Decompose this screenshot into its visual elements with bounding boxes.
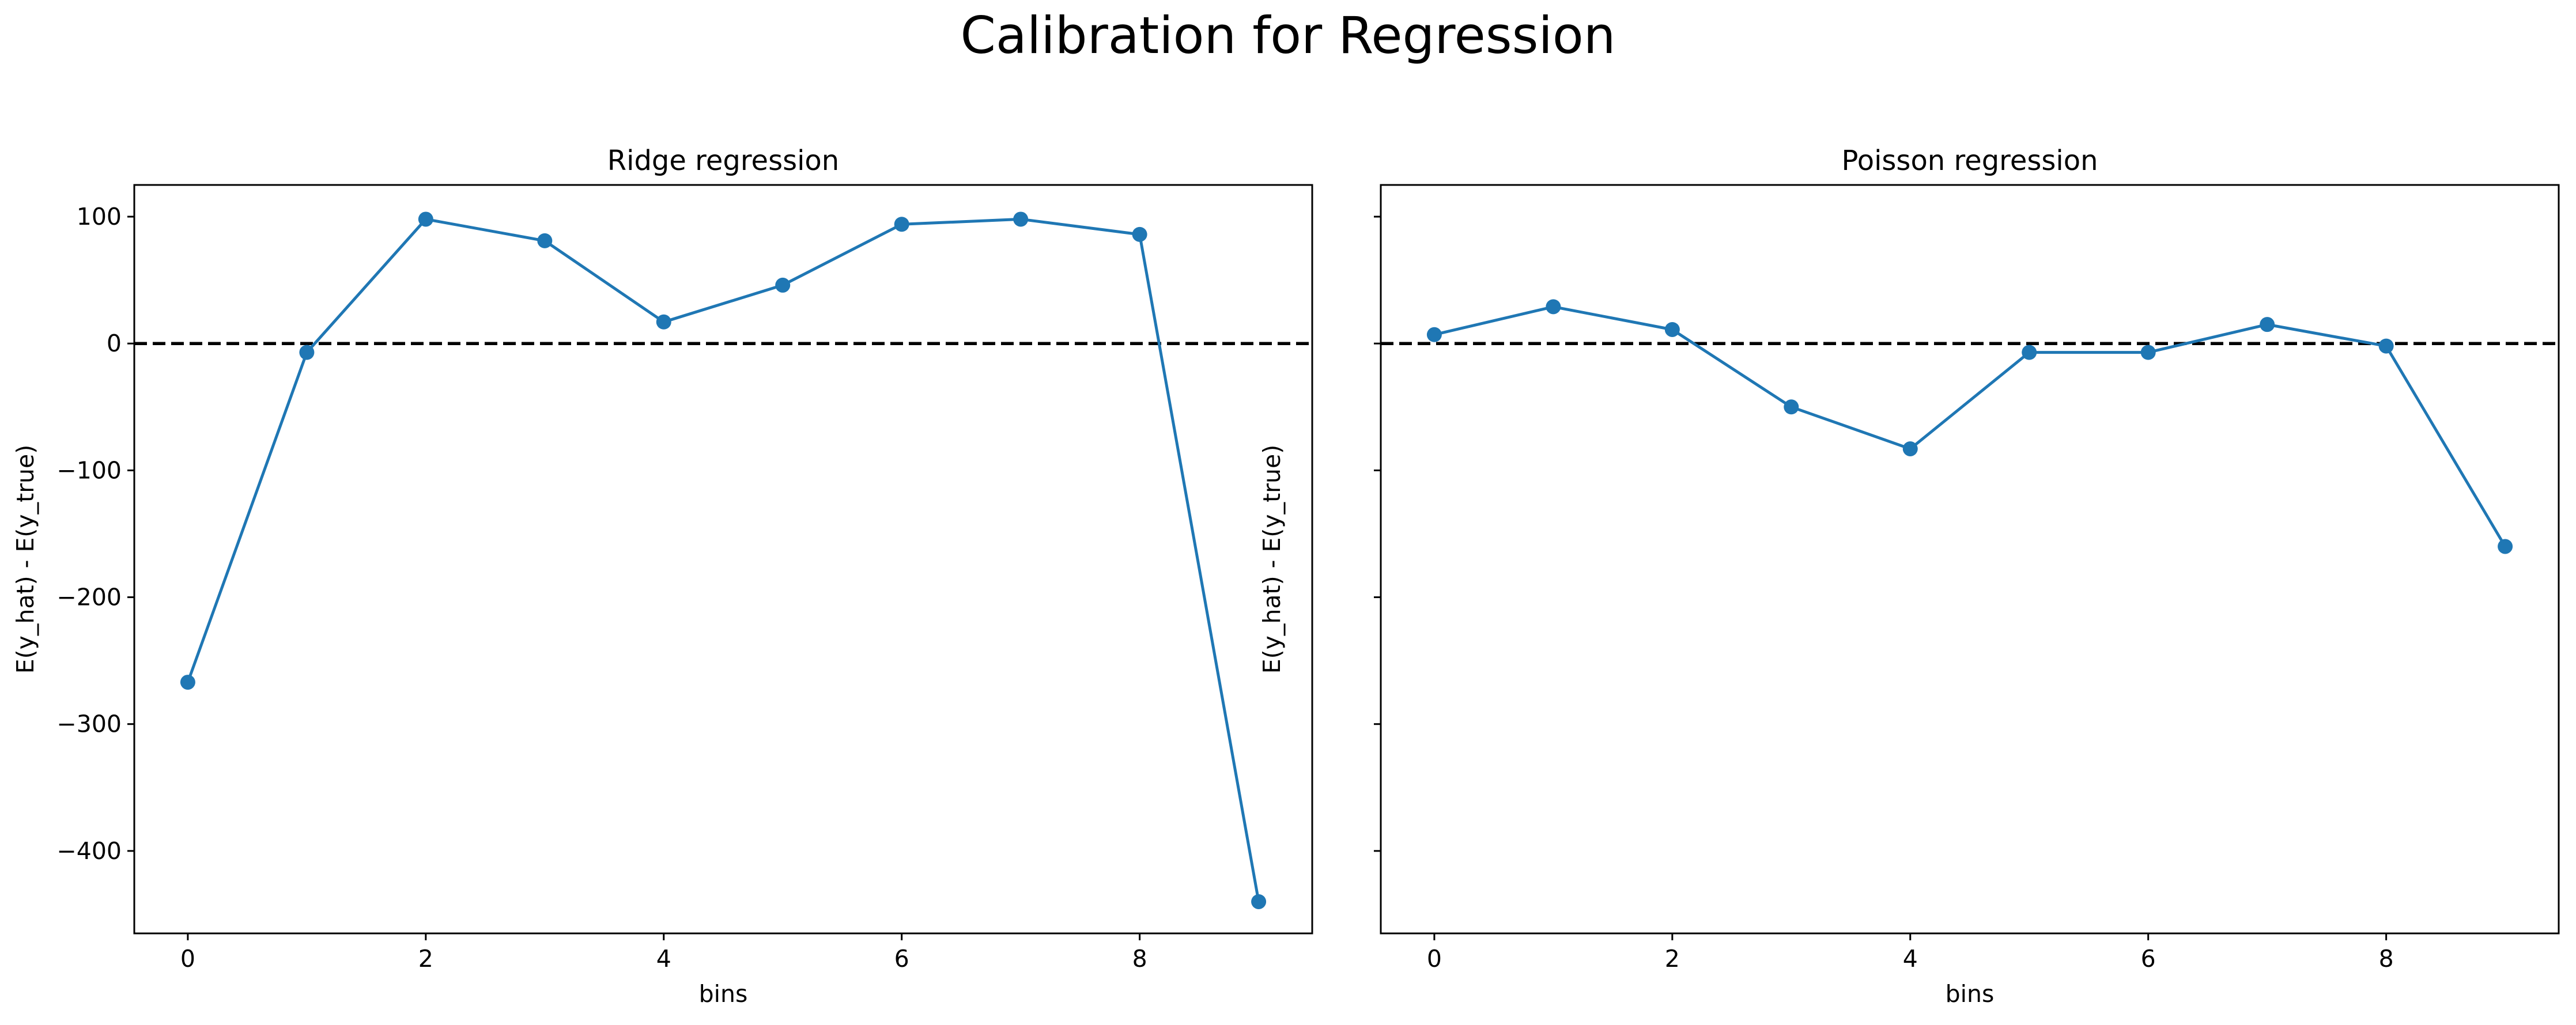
x-tick-label: 6 [2141,945,2156,973]
ridge-data-point [180,675,195,690]
x-tick-label: 2 [1665,945,1680,973]
x-axis-label: bins [1946,980,1995,1008]
poisson-data-point [2498,539,2513,554]
y-tick-label: 0 [107,330,122,357]
ridge-data-point [656,314,671,330]
poisson-data-point [2140,345,2156,360]
y-tick-label: −300 [56,710,122,738]
poisson-data-point [1664,322,1680,337]
poisson-data-point [1546,299,1561,315]
ridge-data-point [418,211,433,227]
x-axis-label: bins [699,980,748,1008]
poisson-data-point [2022,345,2037,360]
y-tick-label: −100 [56,456,122,484]
y-axis-label: E(y_hat) - E(y_true) [12,445,39,674]
poisson-data-point [1426,327,1442,342]
x-tick-label: 0 [1427,945,1442,973]
axes-title: Ridge regression [607,145,839,177]
x-tick-label: 8 [1132,945,1147,973]
x-tick-label: 8 [2379,945,2394,973]
y-tick-label: −400 [56,837,122,865]
ridge-regression-panel: 0 2 4 6 8 100 0 −100 −200 −300 −400 Ridge regressio… [12,145,1313,1008]
ridge-data-point [299,345,315,360]
poisson-data-point [1902,441,1918,456]
ridge-data-point [1013,211,1029,227]
y-tick-label: 100 [77,203,122,230]
poisson-series-line [1434,305,2507,547]
x-tick-label: 2 [418,945,433,973]
ridge-data-point [775,277,791,293]
x-tick-label: 0 [180,945,195,973]
x-tick-label: 4 [656,945,671,973]
ridge-data-point [537,233,553,248]
x-tick-label: 4 [1903,945,1918,973]
x-tick-label: 6 [894,945,909,973]
poisson-data-point [2260,317,2275,332]
poisson-data-point [1784,399,1799,415]
poisson-regression-panel: 0 2 4 6 8 Poisson regression bins E(y_hat) - E(… [1258,145,2560,1008]
y-tick-label: −200 [56,584,122,611]
ridge-data-point [1132,226,1147,242]
axes-frame [1380,184,2560,935]
axes-title: Poisson regression [1841,145,2098,177]
figure-suptitle: Calibration for Regression [960,6,1615,65]
y-axis-label: E(y_hat) - E(y_true) [1258,445,1286,674]
axes-frame [133,184,1313,935]
poisson-data-point [2378,338,2394,354]
ridge-series-line [186,217,1260,902]
ridge-data-point [1251,894,1267,909]
ridge-data-point [894,217,909,232]
